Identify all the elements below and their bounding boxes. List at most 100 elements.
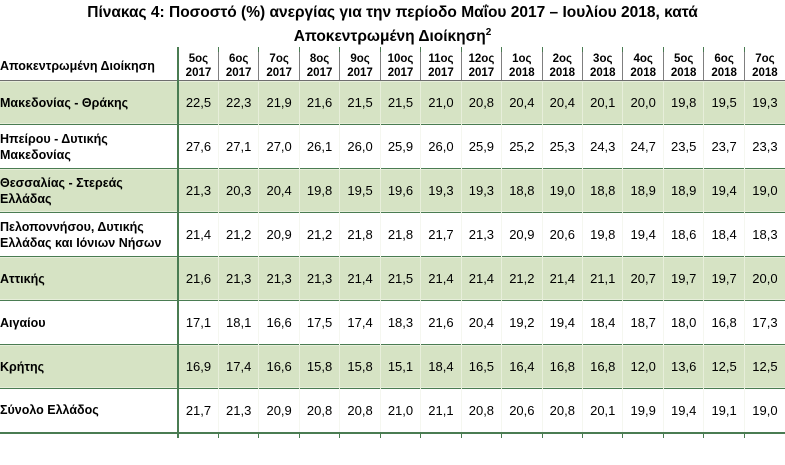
- value-cell: 19,5: [339, 168, 381, 213]
- year-label: 2017: [387, 67, 414, 80]
- value-cell: 21,3: [176, 168, 219, 213]
- value-cell: 16,4: [501, 344, 543, 389]
- table-title: Πίνακας 4: Ποσοστό (%) ανεργίας για την …: [0, 0, 785, 46]
- value-cell: 23,3: [743, 124, 785, 169]
- month-label: 6ος: [714, 53, 734, 66]
- value-cell: 19,2: [501, 300, 543, 345]
- value-cell: 19,8: [298, 168, 340, 213]
- value-cell: 19,0: [541, 168, 583, 213]
- gridline-ticks-top: [0, 47, 785, 53]
- year-label: 2017: [225, 67, 252, 80]
- value-cell: 24,3: [582, 124, 623, 169]
- row-label: Κρήτης: [0, 344, 178, 389]
- gridline-tick: [379, 432, 421, 438]
- column-header-month: 3ος 2018: [582, 52, 623, 82]
- gridline-tick: [743, 47, 785, 53]
- month-label: 3ος: [593, 53, 613, 66]
- column-header-month: 10ος 2017: [379, 52, 421, 82]
- value-cell: 16,6: [258, 300, 300, 345]
- row-label: Θεσσαλίας - Στερεάς Ελλάδας: [0, 168, 178, 213]
- value-cell: 26,0: [420, 124, 462, 169]
- value-cell: 19,8: [662, 80, 704, 125]
- value-cell: 18,6: [662, 212, 704, 257]
- table-title-text: Πίνακας 4: Ποσοστό (%) ανεργίας για την …: [87, 4, 698, 45]
- value-cell: 19,4: [541, 300, 583, 345]
- gridline-tick: [0, 432, 178, 438]
- month-label: 2ος: [552, 53, 572, 66]
- value-cell: 17,4: [217, 344, 259, 389]
- table-row: Αιγαίου 17,1 18,1 16,6 17,5 17,4 18,3 21,6 20,4 1…: [0, 300, 785, 345]
- year-label: 2018: [549, 67, 576, 80]
- row-label: Μακεδονίας - Θράκης: [0, 80, 178, 125]
- title-superscript: 2: [485, 26, 492, 38]
- row-label: Αιγαίου: [0, 300, 178, 345]
- column-header-month: 5ος 2017: [176, 52, 219, 82]
- gridline-tick: [298, 47, 340, 53]
- value-cell: 20,9: [501, 212, 543, 257]
- column-header-month: 6ος 2018: [703, 52, 745, 82]
- value-cell: 18,3: [743, 212, 785, 257]
- value-cell: 16,6: [258, 344, 300, 389]
- column-header-month: 12ος 2017: [460, 52, 502, 82]
- value-cell: 18,1: [217, 300, 259, 345]
- value-cell: 21,5: [339, 80, 381, 125]
- gridline-tick: [541, 432, 583, 438]
- value-cell: 25,2: [501, 124, 543, 169]
- table-row: Πελοποννήσου, Δυτικής Ελλάδας και Ιόνιων…: [0, 212, 785, 257]
- value-cell: 21,4: [176, 212, 219, 257]
- month-label: 5ος: [673, 53, 694, 66]
- gridline-tick: [662, 47, 704, 53]
- value-cell: 23,7: [703, 124, 745, 169]
- table-row: Μακεδονίας - Θράκης 22,5 22,3 21,9 21,6 21,5 2…: [0, 80, 785, 125]
- year-label: 2018: [670, 67, 697, 80]
- table-row: Αττικής 21,6 21,3 21,3 21,3 21,4 21,5 21,4 21,4 2…: [0, 256, 785, 301]
- month-label: 1ος: [512, 53, 532, 66]
- value-cell: 21,5: [379, 256, 421, 301]
- gridline-tick: [420, 432, 462, 438]
- gridline-tick: [501, 47, 543, 53]
- column-header-region: Αποκεντρωμένη Διοίκηση: [0, 52, 178, 82]
- value-cell: 17,1: [176, 300, 219, 345]
- value-cell: 25,3: [541, 124, 583, 169]
- table-row: Κρήτης 16,9 17,4 16,6 15,8 15,8 15,1 18,4 16,5 16…: [0, 344, 785, 389]
- value-cell: 18,9: [622, 168, 664, 213]
- value-cell: 19,3: [743, 80, 785, 125]
- value-cell: 19,0: [743, 388, 785, 434]
- value-cell: 13,6: [662, 344, 704, 389]
- value-cell: 21,2: [501, 256, 543, 301]
- value-cell: 19,0: [743, 168, 785, 213]
- value-cell: 21,8: [379, 212, 421, 257]
- value-cell: 18,0: [662, 300, 704, 345]
- year-label: 2018: [509, 67, 535, 80]
- value-cell: 21,1: [420, 388, 462, 434]
- value-cell: 20,1: [582, 80, 623, 125]
- value-cell: 19,8: [582, 212, 623, 257]
- gridline-tick: [298, 432, 340, 438]
- value-cell: 19,3: [460, 168, 502, 213]
- year-label: 2017: [428, 67, 454, 80]
- value-cell: 19,7: [703, 256, 745, 301]
- value-cell: 20,3: [217, 168, 259, 213]
- month-label: 7ος: [755, 53, 775, 66]
- value-cell: 19,5: [703, 80, 745, 125]
- value-cell: 18,4: [420, 344, 462, 389]
- value-cell: 21,4: [420, 256, 462, 301]
- year-label: 2018: [752, 67, 778, 80]
- year-label: 2018: [630, 67, 656, 80]
- value-cell: 20,8: [298, 388, 340, 434]
- value-cell: 20,6: [541, 212, 583, 257]
- column-header-month: 11ος 2017: [420, 52, 462, 82]
- value-cell: 20,9: [258, 388, 300, 434]
- value-cell: 17,4: [339, 300, 381, 345]
- value-cell: 21,0: [379, 388, 421, 434]
- gridline-tick: [339, 47, 381, 53]
- value-cell: 27,1: [217, 124, 259, 169]
- value-cell: 22,5: [176, 80, 219, 125]
- value-cell: 18,9: [662, 168, 704, 213]
- column-header-month: 2ος 2018: [541, 52, 583, 82]
- value-cell: 19,4: [703, 168, 745, 213]
- value-cell: 23,5: [662, 124, 704, 169]
- value-cell: 25,9: [460, 124, 502, 169]
- value-cell: 21,6: [176, 256, 219, 301]
